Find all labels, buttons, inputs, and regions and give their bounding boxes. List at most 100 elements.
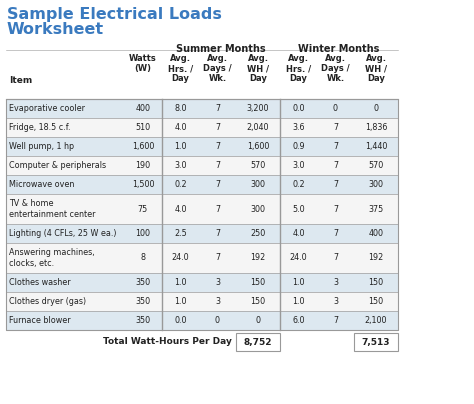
Text: Hrs. /: Hrs. / <box>168 64 193 73</box>
Text: 4.0: 4.0 <box>174 204 187 213</box>
Text: 1,500: 1,500 <box>132 180 154 189</box>
Text: 3: 3 <box>333 297 338 306</box>
Text: WH /: WH / <box>247 64 269 73</box>
Bar <box>6 292 398 311</box>
Text: 4.0: 4.0 <box>292 229 305 238</box>
Text: Avg.: Avg. <box>247 54 268 63</box>
Text: 8.0: 8.0 <box>174 104 187 113</box>
Text: 1.0: 1.0 <box>292 278 305 287</box>
Text: Avg.: Avg. <box>365 54 386 63</box>
Text: Fridge, 18.5 c.f.: Fridge, 18.5 c.f. <box>9 123 71 132</box>
Text: 0.2: 0.2 <box>174 180 187 189</box>
Text: 7: 7 <box>333 253 338 263</box>
Text: 350: 350 <box>136 316 151 325</box>
Text: 0.0: 0.0 <box>174 316 187 325</box>
Text: 7: 7 <box>333 229 338 238</box>
Text: 3,200: 3,200 <box>247 104 269 113</box>
Text: 7: 7 <box>215 161 220 170</box>
Bar <box>354 333 398 351</box>
Text: 300: 300 <box>250 180 265 189</box>
Bar <box>6 99 398 330</box>
Text: 4.0: 4.0 <box>174 123 187 132</box>
Text: (W): (W) <box>135 64 152 73</box>
Text: 7: 7 <box>333 161 338 170</box>
Text: 7: 7 <box>333 123 338 132</box>
Text: 5.0: 5.0 <box>292 204 305 213</box>
Bar <box>6 224 398 243</box>
Text: Total Watt-Hours Per Day: Total Watt-Hours Per Day <box>103 337 232 347</box>
Text: 0: 0 <box>215 316 220 325</box>
Text: 0.9: 0.9 <box>292 142 305 151</box>
Text: 192: 192 <box>368 253 383 263</box>
Text: 0: 0 <box>255 316 261 325</box>
Bar <box>6 194 398 224</box>
Text: 7: 7 <box>215 229 220 238</box>
Text: Day: Day <box>172 74 190 83</box>
Text: 7: 7 <box>215 180 220 189</box>
Text: Well pump, 1 hp: Well pump, 1 hp <box>9 142 74 151</box>
Text: Furnace blower: Furnace blower <box>9 316 71 325</box>
Bar <box>6 175 398 194</box>
Text: 350: 350 <box>136 297 151 306</box>
Text: Evaporative cooler: Evaporative cooler <box>9 104 85 113</box>
Text: 300: 300 <box>368 180 383 189</box>
Text: 375: 375 <box>368 204 383 213</box>
Text: 150: 150 <box>368 278 383 287</box>
Text: 7: 7 <box>215 142 220 151</box>
Text: 250: 250 <box>250 229 265 238</box>
Text: 3.0: 3.0 <box>174 161 187 170</box>
Text: 7: 7 <box>333 204 338 213</box>
Text: Lighting (4 CFLs, 25 W ea.): Lighting (4 CFLs, 25 W ea.) <box>9 229 117 238</box>
Bar <box>236 333 280 351</box>
Text: 1.0: 1.0 <box>174 142 187 151</box>
Text: Computer & peripherals: Computer & peripherals <box>9 161 106 170</box>
Text: Sample Electrical Loads: Sample Electrical Loads <box>7 7 222 22</box>
Text: Answering machines,
clocks, etc.: Answering machines, clocks, etc. <box>9 248 95 268</box>
Text: Summer Months: Summer Months <box>176 44 266 54</box>
Text: 150: 150 <box>250 278 265 287</box>
Text: 2.5: 2.5 <box>174 229 187 238</box>
Text: Clothes washer: Clothes washer <box>9 278 71 287</box>
Text: 3: 3 <box>215 297 220 306</box>
Text: 570: 570 <box>250 161 265 170</box>
Text: 7: 7 <box>215 104 220 113</box>
Text: 350: 350 <box>136 278 151 287</box>
Text: 7,513: 7,513 <box>362 337 390 347</box>
Text: 1.0: 1.0 <box>292 297 305 306</box>
Text: 2,100: 2,100 <box>365 316 387 325</box>
Text: Watts: Watts <box>129 54 157 63</box>
Text: 0.2: 0.2 <box>292 180 305 189</box>
Bar <box>6 273 398 292</box>
Text: Wk.: Wk. <box>327 74 345 83</box>
Text: 7: 7 <box>333 180 338 189</box>
Text: 24.0: 24.0 <box>290 253 307 263</box>
Text: Microwave oven: Microwave oven <box>9 180 74 189</box>
Bar <box>6 137 398 156</box>
Text: Days /: Days / <box>203 64 232 73</box>
Text: 0.0: 0.0 <box>292 104 305 113</box>
Bar <box>6 243 398 273</box>
Text: 3.0: 3.0 <box>292 161 305 170</box>
Text: 7: 7 <box>215 204 220 213</box>
Text: 1,600: 1,600 <box>132 142 154 151</box>
Text: 1,600: 1,600 <box>247 142 269 151</box>
Text: 3: 3 <box>333 278 338 287</box>
Text: 7: 7 <box>333 142 338 151</box>
Text: 300: 300 <box>250 204 265 213</box>
Text: Avg.: Avg. <box>288 54 309 63</box>
Text: Day: Day <box>290 74 308 83</box>
Text: 7: 7 <box>215 253 220 263</box>
Text: 6.0: 6.0 <box>292 316 305 325</box>
Text: Clothes dryer (gas): Clothes dryer (gas) <box>9 297 86 306</box>
Text: 2,040: 2,040 <box>247 123 269 132</box>
Text: 7: 7 <box>333 316 338 325</box>
Text: WH /: WH / <box>365 64 387 73</box>
Text: 1.0: 1.0 <box>174 297 187 306</box>
Bar <box>6 156 398 175</box>
Text: Item: Item <box>9 76 32 85</box>
Bar <box>6 99 398 118</box>
Text: 8,752: 8,752 <box>244 337 272 347</box>
Text: 150: 150 <box>250 297 265 306</box>
Text: 1,440: 1,440 <box>365 142 387 151</box>
Text: Wk.: Wk. <box>209 74 227 83</box>
